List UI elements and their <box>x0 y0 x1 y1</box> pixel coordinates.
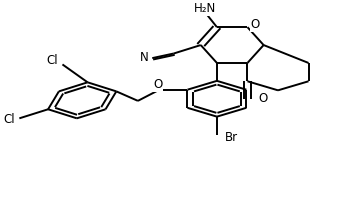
Text: O: O <box>251 18 260 31</box>
Text: Cl: Cl <box>4 113 15 126</box>
Text: O: O <box>258 92 267 105</box>
Text: Cl: Cl <box>47 54 58 67</box>
Text: N: N <box>140 51 149 64</box>
Text: O: O <box>153 78 162 91</box>
Text: H₂N: H₂N <box>194 2 216 15</box>
Text: Br: Br <box>225 131 238 144</box>
